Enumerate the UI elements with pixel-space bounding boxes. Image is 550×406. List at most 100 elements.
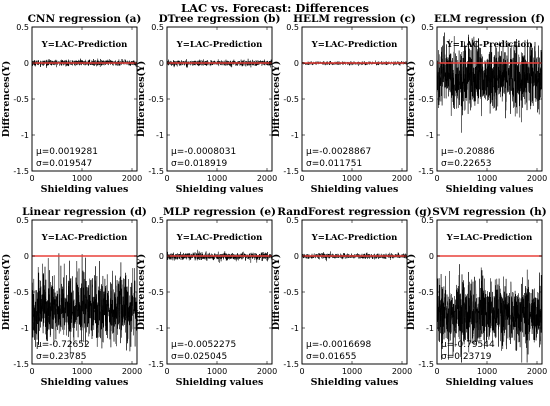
y-axis-label: Differences(Y): [271, 61, 282, 138]
y-tick-label: 0: [159, 252, 164, 261]
mean-label: μ=0.0019281: [36, 147, 98, 157]
x-tick-label: 0: [164, 367, 169, 376]
x-axis-label: Shielding values: [41, 377, 129, 388]
y-tick-label: -1: [291, 324, 299, 333]
y-tick-label: -0.5: [13, 95, 29, 104]
std-label: σ=0.01655: [306, 352, 356, 362]
mean-label: μ=-0.0008031: [171, 147, 236, 157]
x-tick-label: 2000: [392, 367, 412, 376]
y-tick-label: -1.5: [13, 360, 29, 369]
y-tick-label: -1: [156, 131, 164, 140]
y-tick-label: 0.5: [16, 23, 29, 32]
y-tick-label: -0.5: [148, 95, 164, 104]
y-tick-label: -0.5: [13, 288, 29, 297]
y-tick-label: 0.5: [151, 216, 164, 225]
x-axis-label: Shielding values: [446, 377, 534, 388]
y-tick-label: -0.5: [283, 288, 299, 297]
y-tick-label: -1.5: [283, 360, 299, 369]
x-tick-label: 1000: [207, 367, 227, 376]
y-tick-label: 0.5: [16, 216, 29, 225]
std-label: σ=0.23785: [36, 352, 86, 362]
y-axis-label: Differences(Y): [271, 254, 282, 331]
chart-panel: -1.5 -1 -0.5 0 0.5 0 1000 2000 MLP regression (e…: [136, 206, 277, 388]
y-tick-label: -1: [156, 324, 164, 333]
y-tick-label: -0.5: [148, 288, 164, 297]
std-label: σ=0.025045: [171, 352, 227, 362]
y-tick-label: -1.5: [148, 167, 164, 176]
difference-series: [31, 253, 138, 358]
y-axis-label: Differences(Y): [1, 254, 12, 331]
panel-title: MLP regression (e): [163, 206, 276, 218]
std-label: σ=0.22653: [441, 159, 491, 169]
y-axis-label: Differences(Y): [1, 61, 12, 138]
std-label: σ=0.018919: [171, 159, 227, 169]
x-axis-label: Shielding values: [311, 377, 399, 388]
y-tick-label: 0: [159, 59, 164, 68]
panel-title: HELM regression (c): [293, 13, 416, 25]
formula-annotation: Y=LAC-Prediction: [311, 233, 398, 243]
mean-label: μ=-0.0052275: [171, 340, 236, 350]
x-axis-label: Shielding values: [311, 184, 399, 195]
chart-panel: -1.5 -1 -0.5 0 0.5 0 1000 2000 ELM regression (f…: [406, 13, 547, 195]
y-tick-label: -1.5: [418, 360, 434, 369]
mean-label: μ=-0.72652: [36, 340, 90, 350]
y-tick-label: 0.5: [421, 216, 434, 225]
x-tick-label: 1000: [342, 367, 362, 376]
y-tick-label: -1.5: [418, 167, 434, 176]
x-tick-label: 2000: [257, 174, 277, 183]
x-tick-label: 0: [164, 174, 169, 183]
y-tick-label: 0: [294, 252, 299, 261]
formula-annotation: Y=LAC-Prediction: [41, 233, 128, 243]
x-tick-label: 2000: [392, 174, 412, 183]
chart-panel: -1.5 -1 -0.5 0 0.5 0 1000 2000 CNN regression (a…: [1, 13, 142, 195]
x-tick-label: 1000: [207, 174, 227, 183]
chart-panel: -1.5 -1 -0.5 0 0.5 0 1000 2000 DTree regression …: [136, 13, 280, 195]
y-tick-label: -0.5: [418, 95, 434, 104]
std-label: σ=0.23719: [441, 352, 492, 362]
x-tick-label: 0: [434, 367, 439, 376]
x-tick-label: 2000: [257, 367, 277, 376]
x-tick-label: 1000: [342, 174, 362, 183]
x-axis-label: Shielding values: [176, 377, 264, 388]
difference-series: [436, 264, 543, 363]
mean-label: μ=-0.0016698: [306, 340, 371, 350]
formula-annotation: Y=LAC-Prediction: [176, 40, 263, 50]
panels: -1.5 -1 -0.5 0 0.5 0 1000 2000 CNN regression (a…: [1, 13, 547, 388]
y-tick-label: -1.5: [148, 360, 164, 369]
x-tick-label: 1000: [72, 367, 92, 376]
panel-title: ELM regression (f): [434, 13, 545, 25]
formula-annotation: Y=LAC-Prediction: [446, 40, 533, 50]
y-tick-label: -1: [291, 131, 299, 140]
y-tick-label: -1.5: [283, 167, 299, 176]
x-tick-label: 0: [29, 367, 34, 376]
y-axis-label: Differences(Y): [136, 61, 147, 138]
formula-annotation: Y=LAC-Prediction: [176, 233, 263, 243]
std-label: σ=0.019547: [36, 159, 92, 169]
x-tick-label: 2000: [527, 367, 547, 376]
y-tick-label: 0.5: [286, 23, 299, 32]
mean-label: μ=-0.20886: [441, 147, 495, 157]
plot-area: [436, 219, 543, 365]
y-axis-label: Differences(Y): [406, 61, 417, 138]
y-tick-label: 0.5: [421, 23, 434, 32]
plot-area: [166, 219, 273, 365]
x-tick-label: 0: [299, 367, 304, 376]
x-tick-label: 1000: [477, 367, 497, 376]
chart-panel: -1.5 -1 -0.5 0 0.5 0 1000 2000 Linear regression…: [1, 206, 147, 388]
mean-label: μ=-0.0028867: [306, 147, 371, 157]
x-tick-label: 0: [299, 174, 304, 183]
x-axis-label: Shielding values: [446, 184, 534, 195]
y-tick-label: 0: [24, 252, 29, 261]
y-tick-label: 0: [24, 59, 29, 68]
y-tick-label: -0.5: [418, 288, 434, 297]
y-tick-label: -0.5: [283, 95, 299, 104]
y-tick-label: 0: [294, 59, 299, 68]
panel-title: RandForest regression (g): [277, 206, 431, 218]
formula-annotation: Y=LAC-Prediction: [446, 233, 533, 243]
y-tick-label: 0: [429, 252, 434, 261]
panel-title: CNN regression (a): [28, 13, 142, 25]
chart-panel: -1.5 -1 -0.5 0 0.5 0 1000 2000 RandForest regres…: [271, 206, 432, 388]
std-label: σ=0.011751: [306, 159, 362, 169]
panel-title: SVM regression (h): [432, 206, 546, 218]
